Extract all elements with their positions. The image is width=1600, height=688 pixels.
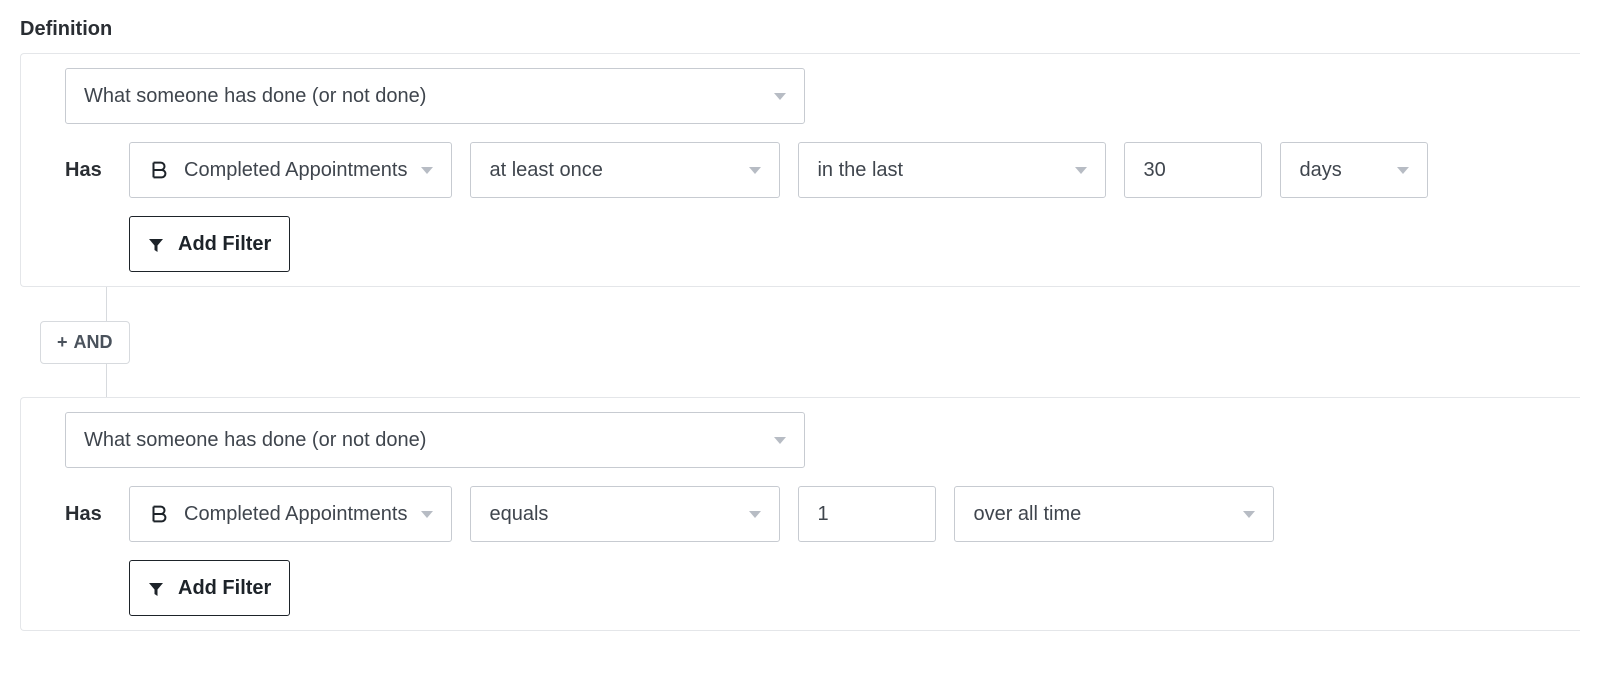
event-select[interactable]: Completed Appointments [129,142,452,198]
chevron-down-icon [421,167,433,174]
add-filter-label: Add Filter [178,577,271,600]
connector: + AND [20,287,1580,397]
filter-icon [148,580,164,596]
event-select[interactable]: Completed Appointments [129,486,452,542]
frequency-value: at least once [489,159,602,182]
integration-icon [148,503,170,525]
condition-block: What someone has done (or not done) Has … [20,53,1580,287]
chevron-down-icon [749,511,761,518]
add-filter-label: Add Filter [178,233,271,256]
and-connector-button[interactable]: + AND [40,321,130,364]
condition-block: What someone has done (or not done) Has … [20,397,1580,631]
filter-icon [148,236,164,252]
has-label: Has [65,503,111,526]
condition-type-label: What someone has done (or not done) [84,429,426,452]
timeframe-value: in the last [817,159,903,182]
integration-icon [148,159,170,181]
timeframe-select[interactable]: in the last [798,142,1106,198]
chevron-down-icon [1075,167,1087,174]
number-input[interactable]: 1 [798,486,936,542]
frequency-select[interactable]: at least once [470,142,780,198]
event-name: Completed Appointments [184,503,407,526]
number-input[interactable]: 30 [1124,142,1262,198]
number-value: 30 [1143,159,1165,182]
number-value: 1 [817,503,828,526]
unit-value: days [1299,159,1341,182]
chevron-down-icon [774,93,786,100]
chevron-down-icon [1243,511,1255,518]
chevron-down-icon [749,167,761,174]
has-label: Has [65,159,111,182]
chevron-down-icon [774,437,786,444]
unit-select[interactable]: days [1280,142,1428,198]
timeframe-value: over all time [973,503,1081,526]
chevron-down-icon [1397,167,1409,174]
and-label: AND [74,332,113,353]
event-name: Completed Appointments [184,159,407,182]
condition-type-select[interactable]: What someone has done (or not done) [65,68,805,124]
add-filter-button[interactable]: Add Filter [129,216,290,272]
comparator-value: equals [489,503,548,526]
section-title: Definition [20,18,1580,41]
add-filter-button[interactable]: Add Filter [129,560,290,616]
chevron-down-icon [421,511,433,518]
condition-type-label: What someone has done (or not done) [84,85,426,108]
comparator-select[interactable]: equals [470,486,780,542]
condition-type-select[interactable]: What someone has done (or not done) [65,412,805,468]
plus-icon: + [57,332,68,353]
timeframe-select[interactable]: over all time [954,486,1274,542]
